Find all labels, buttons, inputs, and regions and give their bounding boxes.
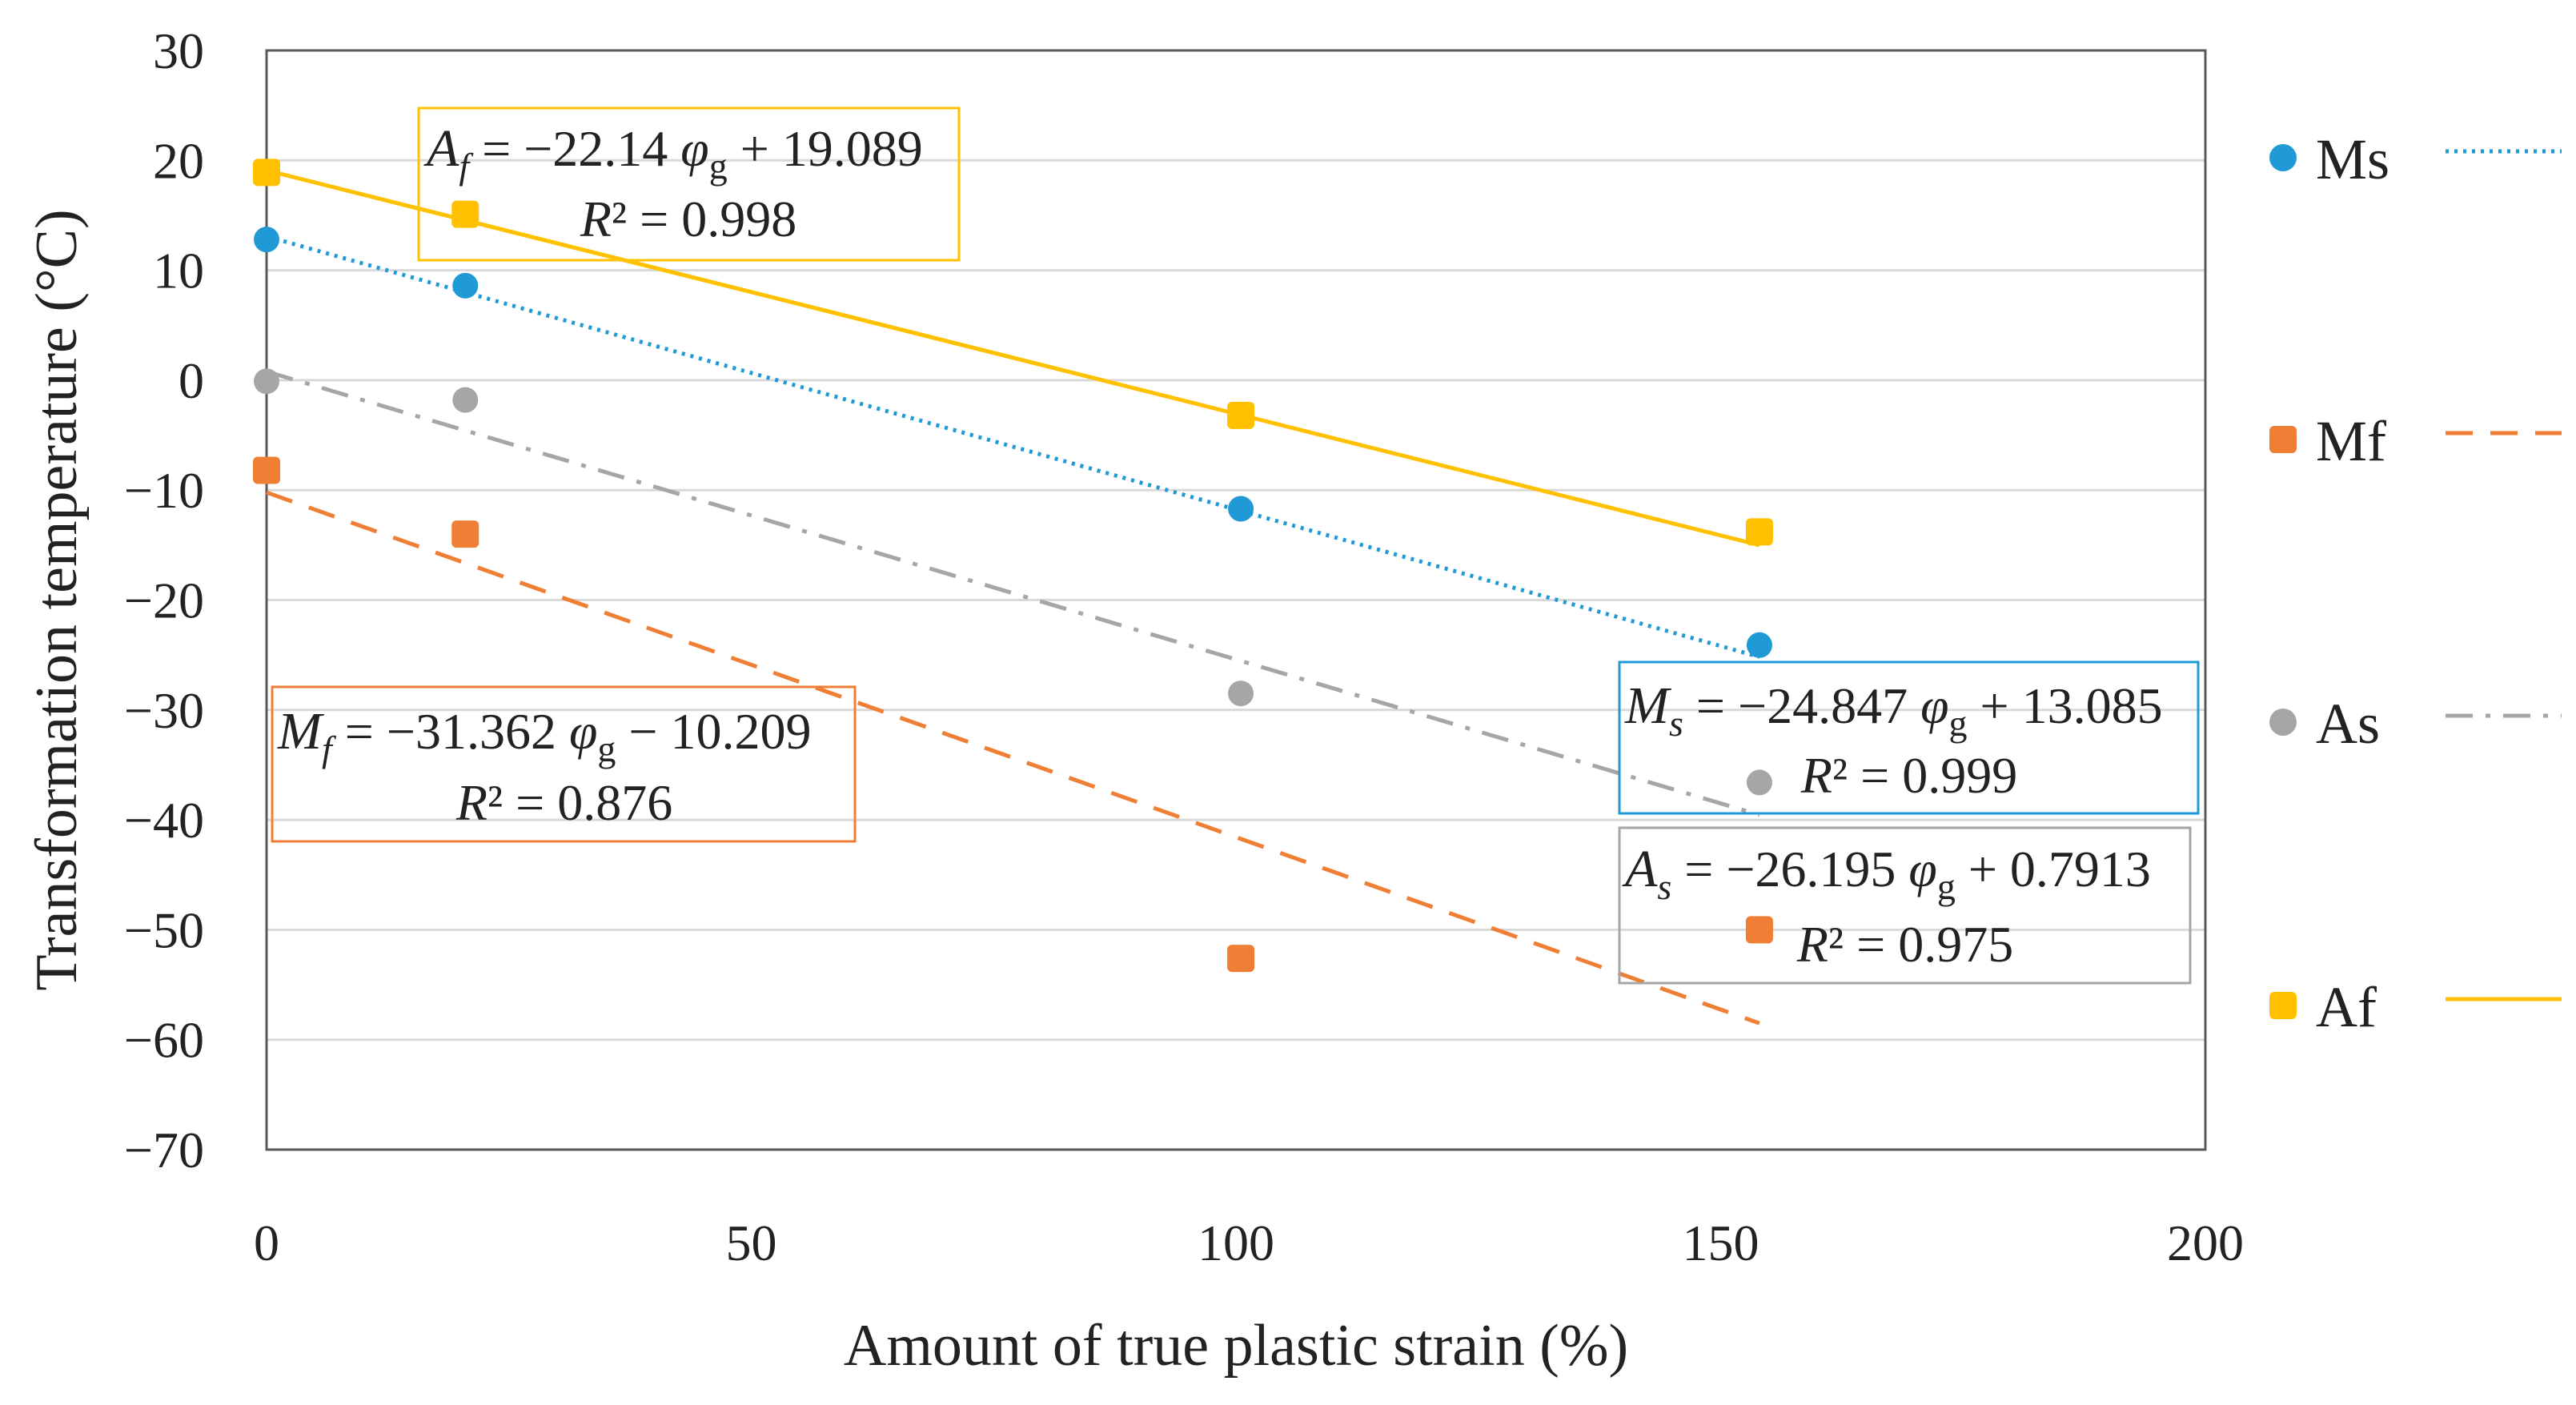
trendline-af	[266, 168, 1760, 548]
legend-label-mf: Mf	[2316, 409, 2386, 473]
trendlines	[266, 168, 1760, 1026]
equation-phi: φ	[569, 703, 597, 760]
equation-box-mf	[271, 685, 857, 843]
equation-variable: A	[1622, 840, 1658, 898]
y-tick-label: 10	[153, 243, 204, 299]
y-tick-label: −50	[124, 901, 204, 958]
equation-phi: φ	[1920, 677, 1948, 734]
equation-phi-subscript: g	[1948, 703, 1967, 744]
legend-marker-af	[2269, 992, 2297, 1019]
equation-mf: Mf = −31.362 φg − 10.209	[277, 702, 811, 769]
r-squared-as: R² = 0.975	[1796, 916, 2013, 973]
equation-phi-subscript: g	[709, 146, 728, 187]
x-tick-label: 0	[254, 1214, 279, 1271]
point-ms	[1228, 496, 1254, 522]
r-squared-af: R² = 0.998	[580, 191, 796, 247]
point-as	[452, 387, 479, 413]
equation-box-af	[417, 106, 961, 262]
equation-af: Af = −22.14 φg + 19.089	[423, 119, 923, 187]
trendline-ms	[266, 234, 1760, 660]
point-af	[1745, 518, 1773, 546]
equation-subscript: s	[1669, 703, 1683, 744]
x-tick-label: 150	[1683, 1214, 1759, 1271]
x-axis-title: Amount of true plastic strain (%)	[844, 1313, 1628, 1379]
data-points	[253, 159, 1773, 973]
equation-slope: = −31.362	[332, 703, 569, 760]
equation-phi: φ	[1908, 841, 1936, 897]
y-axis-title: Transformation temperature (°C)	[24, 209, 90, 990]
point-af	[451, 200, 479, 228]
equation-phi-subscript: g	[597, 729, 616, 769]
equation-variable: A	[423, 119, 459, 178]
r-squared-value: ² = 0.998	[612, 191, 796, 247]
point-ms	[452, 272, 479, 299]
equation-as: As = −26.195 φg + 0.7913	[1622, 840, 2151, 907]
y-tick-label: −10	[124, 462, 204, 519]
x-tick-label: 200	[2167, 1214, 2244, 1271]
y-tick-label: 30	[153, 22, 204, 79]
equation-slope: = −22.14	[469, 120, 680, 177]
equation-variable: M	[277, 702, 325, 761]
r-squared-mf: R² = 0.876	[455, 774, 672, 831]
point-mf	[1745, 916, 1773, 944]
legend-label-as: As	[2316, 692, 2380, 756]
equation-phi-subscript: g	[1937, 866, 1956, 907]
y-tick-label: 0	[179, 352, 204, 409]
y-tick-label: −40	[124, 792, 204, 849]
y-tick-label: −70	[124, 1122, 204, 1178]
r-squared-symbol: R	[1796, 916, 1828, 973]
point-mf	[1227, 945, 1255, 973]
point-mf	[451, 520, 479, 548]
y-tick-label: −30	[124, 682, 204, 739]
legend-label-ms: Ms	[2316, 127, 2389, 191]
x-tick-label: 100	[1198, 1214, 1274, 1271]
r-squared-ms: R² = 0.999	[1800, 747, 2017, 804]
equation-intercept: + 13.085	[1967, 677, 2162, 734]
legend-marker-ms	[2269, 144, 2297, 171]
point-af	[253, 159, 280, 187]
y-tick-label: −20	[124, 572, 204, 629]
legend-marker-as	[2269, 709, 2297, 736]
grid-lines	[267, 49, 2205, 1151]
equation-box-ms	[1618, 660, 2200, 815]
equation-slope: = −26.195	[1671, 841, 1908, 897]
point-as	[254, 368, 279, 395]
equation-subscript: s	[1657, 866, 1671, 907]
equation-box-as	[1618, 826, 2192, 985]
point-as	[1746, 769, 1772, 796]
point-ms	[254, 227, 279, 253]
equation-variable: M	[1624, 676, 1672, 735]
plot-area-border	[265, 49, 2207, 1151]
y-tick-label: 20	[153, 132, 204, 189]
r-squared-symbol: R	[1800, 747, 1832, 804]
equation-phi: φ	[680, 120, 708, 177]
r-squared-value: ² = 0.975	[1828, 916, 2013, 973]
legend-marker-mf	[2269, 426, 2297, 453]
equation-ms: Ms = −24.847 φg + 13.085	[1624, 676, 2163, 744]
r-squared-value: ² = 0.876	[488, 774, 672, 831]
r-squared-symbol: R	[455, 774, 488, 831]
point-af	[1227, 401, 1255, 429]
point-as	[1228, 680, 1254, 707]
point-mf	[253, 456, 280, 484]
equation-intercept: + 0.7913	[1956, 841, 2151, 897]
equation-intercept: − 10.209	[616, 703, 811, 760]
equation-slope: = −24.847	[1683, 677, 1920, 734]
legend: Ms Mf As Af	[2269, 127, 2562, 1039]
legend-label-af: Af	[2316, 975, 2377, 1039]
point-ms	[1746, 632, 1772, 658]
equation-intercept: + 19.089	[728, 120, 923, 177]
trendline-mf	[266, 490, 1760, 1026]
r-squared-value: ² = 0.999	[1832, 747, 2017, 804]
x-tick-label: 50	[726, 1214, 777, 1271]
r-squared-symbol: R	[580, 191, 612, 247]
y-tick-label: −60	[124, 1012, 204, 1069]
